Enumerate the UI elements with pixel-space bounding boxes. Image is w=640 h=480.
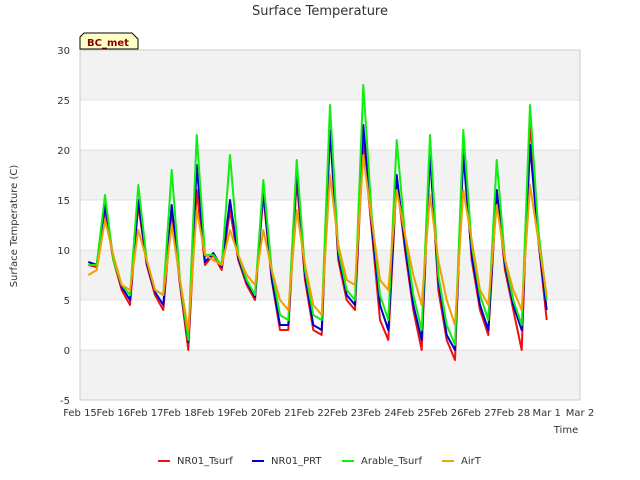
- legend-label: NR01_Tsurf: [177, 456, 233, 467]
- x-tick-label: Feb 23: [330, 408, 364, 419]
- x-tick-label: Feb 19: [197, 408, 231, 419]
- x-tick-label: Feb 15: [63, 408, 97, 419]
- grid-band: [80, 200, 580, 250]
- x-tick-label: Feb 22: [297, 408, 331, 419]
- plot-frame: [79, 49, 581, 401]
- x-tick-label: Feb 26: [430, 408, 464, 419]
- y-tick-label: 25: [57, 96, 70, 107]
- x-tick-label: Mar 2: [566, 408, 594, 419]
- x-tick-label: Mar 1: [532, 408, 560, 419]
- badge-box: [79, 32, 139, 50]
- x-tick-label: Feb 18: [163, 408, 197, 419]
- y-axis-ticks: -5 0 5 10 15 20 25 30: [57, 46, 70, 407]
- y-axis-label: Surface Temperature (C): [9, 165, 20, 288]
- y-tick-label: 30: [57, 46, 70, 57]
- grid-band: [80, 50, 580, 100]
- x-tick-label: Feb 20: [230, 408, 264, 419]
- x-tick-label: Feb 21: [263, 408, 297, 419]
- grid-band: [80, 300, 580, 350]
- series-lines: [87, 84, 548, 361]
- legend-label: AirT: [461, 456, 482, 467]
- chart-title: Surface Temperature: [252, 4, 388, 19]
- grid-bands: [80, 50, 580, 401]
- y-tick-label: 10: [57, 246, 70, 257]
- x-tick-label: Feb 28: [497, 408, 531, 419]
- y-tick-label: 0: [64, 346, 70, 357]
- series-line-airt: [87, 154, 548, 331]
- x-tick-label: Feb 25: [397, 408, 431, 419]
- x-tick-label: Feb 16: [97, 408, 131, 419]
- legend-label: Arable_Tsurf: [361, 456, 422, 467]
- x-tick-label: Feb 17: [130, 408, 164, 419]
- legend: NR01_Tsurf NR01_PRT Arable_Tsurf AirT: [158, 456, 482, 467]
- y-tick-label: 15: [57, 196, 70, 207]
- y-tick-label: 5: [64, 296, 70, 307]
- x-axis-ticks: Feb 15 Feb 16 Feb 17 Feb 18 Feb 19 Feb 20 Feb …: [63, 408, 594, 419]
- x-axis-label: Time: [553, 425, 578, 436]
- badge-label: BC_met: [87, 38, 129, 49]
- grid-band: [80, 350, 580, 400]
- y-tick-label: 20: [57, 146, 70, 157]
- x-tick-label: Feb 24: [363, 408, 397, 419]
- y-tick-label: -5: [60, 396, 70, 407]
- x-tick-label: Feb 27: [463, 408, 497, 419]
- legend-label: NR01_PRT: [271, 456, 322, 467]
- station-badge: BC_met: [79, 32, 139, 50]
